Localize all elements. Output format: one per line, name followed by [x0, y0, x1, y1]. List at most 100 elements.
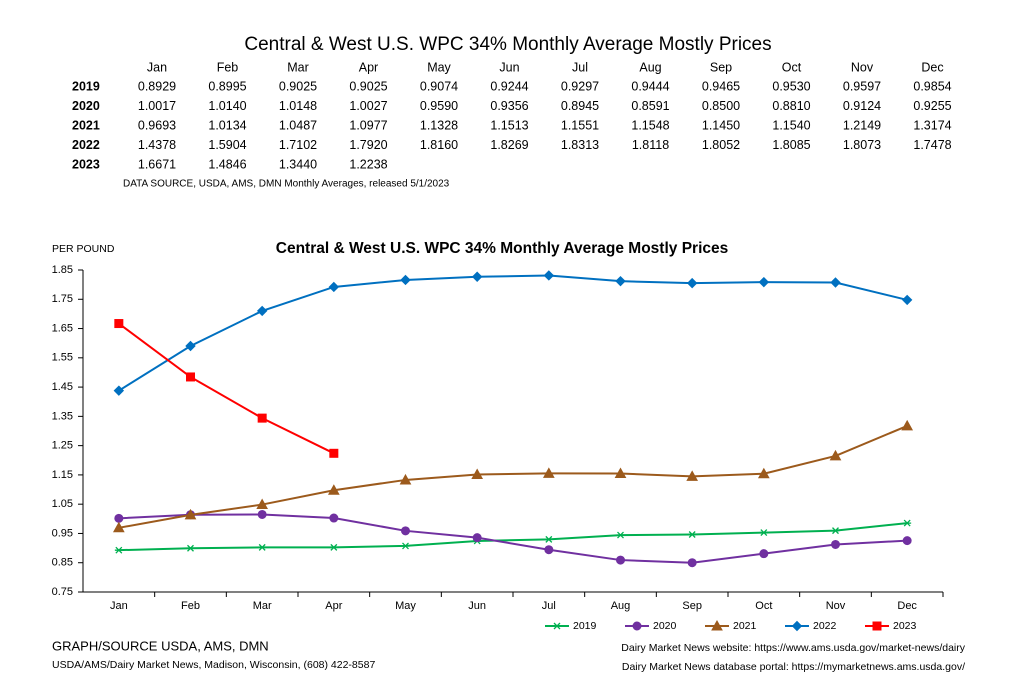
point	[472, 533, 482, 543]
table-cell: 0.9025	[349, 79, 387, 93]
point	[615, 275, 626, 287]
row-label: 2019	[72, 79, 100, 93]
table-cell: 1.1551	[561, 118, 599, 132]
footer-right: Dairy Market News website: https://www.a…	[621, 642, 965, 654]
point	[616, 531, 625, 539]
table-source: DATA SOURCE, USDA, AMS, DMN Monthly Aver…	[123, 179, 450, 190]
series-line	[118, 322, 335, 455]
table-cell: 0.9255	[913, 99, 951, 113]
column-header: Jul	[572, 60, 588, 74]
y-tick-label: 0.75	[52, 586, 73, 598]
x-tick-label: Oct	[755, 600, 772, 612]
table-cell: 1.2149	[843, 118, 881, 132]
column-header: Nov	[851, 60, 874, 74]
y-tick-label: 1.25	[52, 440, 73, 452]
x-tick-label: Jun	[468, 600, 486, 612]
point	[614, 467, 627, 479]
table-cell: 0.9074	[420, 79, 458, 93]
point	[902, 536, 912, 546]
table-cell: 1.0134	[208, 118, 246, 132]
point	[830, 277, 841, 288]
x-tick-label: Jan	[110, 600, 128, 612]
footer-left: GRAPH/SOURCE USDA, AMS, DMN	[52, 638, 269, 653]
table-cell: 1.0140	[208, 99, 246, 113]
footer-left: USDA/AMS/Dairy Market News, Madison, Wis…	[52, 659, 375, 671]
y-tick-label: 1.15	[52, 469, 73, 481]
y-tick-label: 1.55	[52, 352, 73, 364]
table-cell: 0.9693	[138, 118, 176, 132]
point	[471, 271, 483, 282]
table-cell: 1.8160	[420, 138, 458, 152]
table-cell: 0.8591	[631, 99, 669, 113]
table-cell: 1.8073	[843, 138, 881, 152]
table-cell: 0.9597	[843, 79, 881, 93]
point	[257, 509, 267, 519]
x-tick-label: Jul	[542, 600, 556, 612]
point	[185, 340, 196, 352]
table-cell: 0.8995	[208, 79, 246, 93]
row-label: 2021	[72, 118, 100, 132]
legend-label: 2019	[573, 620, 597, 632]
column-header: May	[427, 60, 451, 74]
point	[688, 531, 697, 538]
row-label: 2020	[72, 99, 100, 113]
table-cell: 1.3174	[913, 118, 951, 132]
chart-title: Central & West U.S. WPC 34% Monthly Aver…	[276, 240, 729, 257]
table-cell: 1.0017	[138, 99, 176, 113]
table-cell: 1.3440	[279, 157, 317, 171]
table-cell: 1.7102	[279, 138, 317, 152]
table-cell: 1.0027	[349, 99, 387, 113]
point	[328, 281, 340, 293]
table-cell: 1.7478	[913, 138, 951, 152]
point	[757, 467, 770, 479]
table-cell: 0.9465	[702, 79, 740, 93]
point	[114, 319, 124, 329]
x-tick-label: Sep	[682, 600, 702, 612]
y-tick-label: 1.05	[52, 498, 73, 510]
point	[686, 277, 698, 289]
table-cell: 0.9356	[490, 99, 528, 113]
point	[184, 508, 197, 520]
column-header: Dec	[921, 60, 943, 74]
point	[256, 305, 268, 317]
table-cell: 1.4378	[138, 138, 176, 152]
table-cell: 1.8313	[561, 138, 599, 152]
point	[831, 527, 840, 535]
point	[831, 539, 840, 549]
point	[113, 385, 125, 396]
table-cell: 1.6671	[138, 157, 176, 171]
table-cell: 0.9854	[913, 79, 951, 93]
point	[901, 294, 913, 306]
table-cell: 1.8118	[632, 138, 669, 152]
column-header: Apr	[359, 60, 378, 74]
legend-label: 2023	[893, 620, 917, 632]
point	[114, 546, 123, 554]
table-cell: 1.1540	[772, 118, 810, 132]
table-cell: 1.0148	[279, 99, 317, 113]
table-cell: 1.4846	[208, 157, 246, 171]
table-cell: 1.0487	[279, 118, 317, 132]
point	[329, 543, 338, 551]
x-tick-label: Apr	[325, 600, 342, 612]
point	[544, 535, 553, 543]
point	[257, 413, 267, 423]
y-tick-label: 1.35	[52, 410, 73, 422]
table-cell: 0.8945	[561, 99, 599, 113]
legend-marker	[632, 621, 642, 631]
table-cell: 1.1513	[490, 118, 528, 132]
series-line	[118, 522, 908, 552]
point	[399, 473, 412, 485]
column-header: Jan	[147, 60, 167, 74]
point	[687, 558, 697, 568]
point	[329, 513, 339, 523]
x-tick-label: May	[395, 600, 416, 612]
column-header: Aug	[639, 60, 661, 74]
table-cell: 0.8500	[702, 99, 740, 113]
point	[258, 543, 267, 551]
y-tick-label: 1.85	[52, 264, 73, 276]
x-tick-label: Nov	[826, 600, 846, 612]
y-tick-label: 1.65	[52, 322, 73, 334]
y-tick-label: 1.45	[52, 381, 73, 393]
table-cell: 0.9124	[843, 99, 881, 113]
